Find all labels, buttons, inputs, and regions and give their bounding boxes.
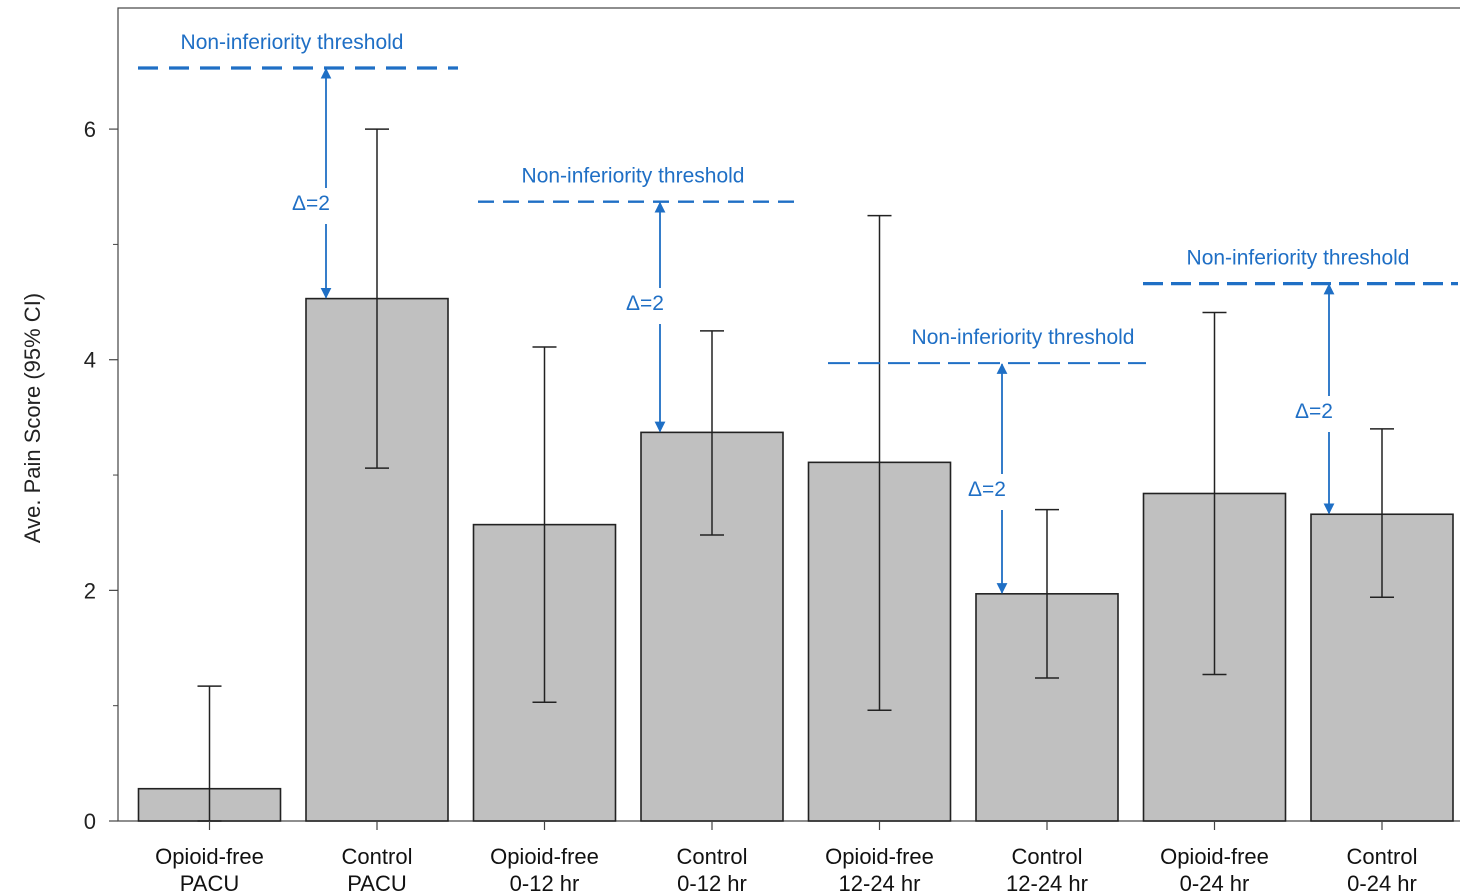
x-tick-label: Opioid-free xyxy=(155,844,264,869)
bar xyxy=(640,431,784,822)
annotations: Non-inferiority threshold Δ=2 Non-inferior… xyxy=(138,31,1458,594)
delta-label: Δ=2 xyxy=(968,478,1006,501)
x-tick-label: PACU xyxy=(347,871,407,895)
x-tick-label: Control xyxy=(342,844,413,869)
y-tick-label: 0 xyxy=(84,809,96,834)
threshold-label: Non-inferiority threshold xyxy=(912,326,1135,349)
plot-frame xyxy=(117,7,1460,822)
threshold-label: Non-inferiority threshold xyxy=(1187,247,1410,270)
x-axis: Opioid-freePACUControlPACUOpioid-free0-1… xyxy=(155,821,1417,895)
y-tick-label: 4 xyxy=(84,348,96,373)
x-tick-label: 0-24 hr xyxy=(1347,871,1417,895)
y-axis: 0 2 4 6 xyxy=(84,117,118,834)
x-tick-label: 12-24 hr xyxy=(839,871,921,895)
x-tick-label: Control xyxy=(1347,844,1418,869)
x-tick-label: Opioid-free xyxy=(490,844,599,869)
bars xyxy=(137,297,1454,822)
y-tick-label: 6 xyxy=(84,117,96,142)
x-tick-label: PACU xyxy=(180,871,240,895)
x-tick-label: 12-24 hr xyxy=(1006,871,1088,895)
error-bars xyxy=(197,128,1394,822)
threshold-label: Non-inferiority threshold xyxy=(181,31,404,54)
x-tick-label: 0-24 hr xyxy=(1180,871,1250,895)
y-axis-label: Ave. Pain Score (95% CI) xyxy=(20,293,45,543)
x-tick-label: Opioid-free xyxy=(1160,844,1269,869)
delta-label: Δ=2 xyxy=(292,192,330,215)
x-tick-label: Control xyxy=(1012,844,1083,869)
x-tick-label: Opioid-free xyxy=(825,844,934,869)
y-tick-label: 2 xyxy=(84,578,96,603)
x-tick-label: 0-12 hr xyxy=(510,871,580,895)
threshold-label: Non-inferiority threshold xyxy=(522,165,745,188)
x-tick-label: Control xyxy=(677,844,748,869)
delta-label: Δ=2 xyxy=(1295,400,1333,423)
x-tick-label: 0-12 hr xyxy=(677,871,747,895)
delta-label: Δ=2 xyxy=(626,292,664,315)
